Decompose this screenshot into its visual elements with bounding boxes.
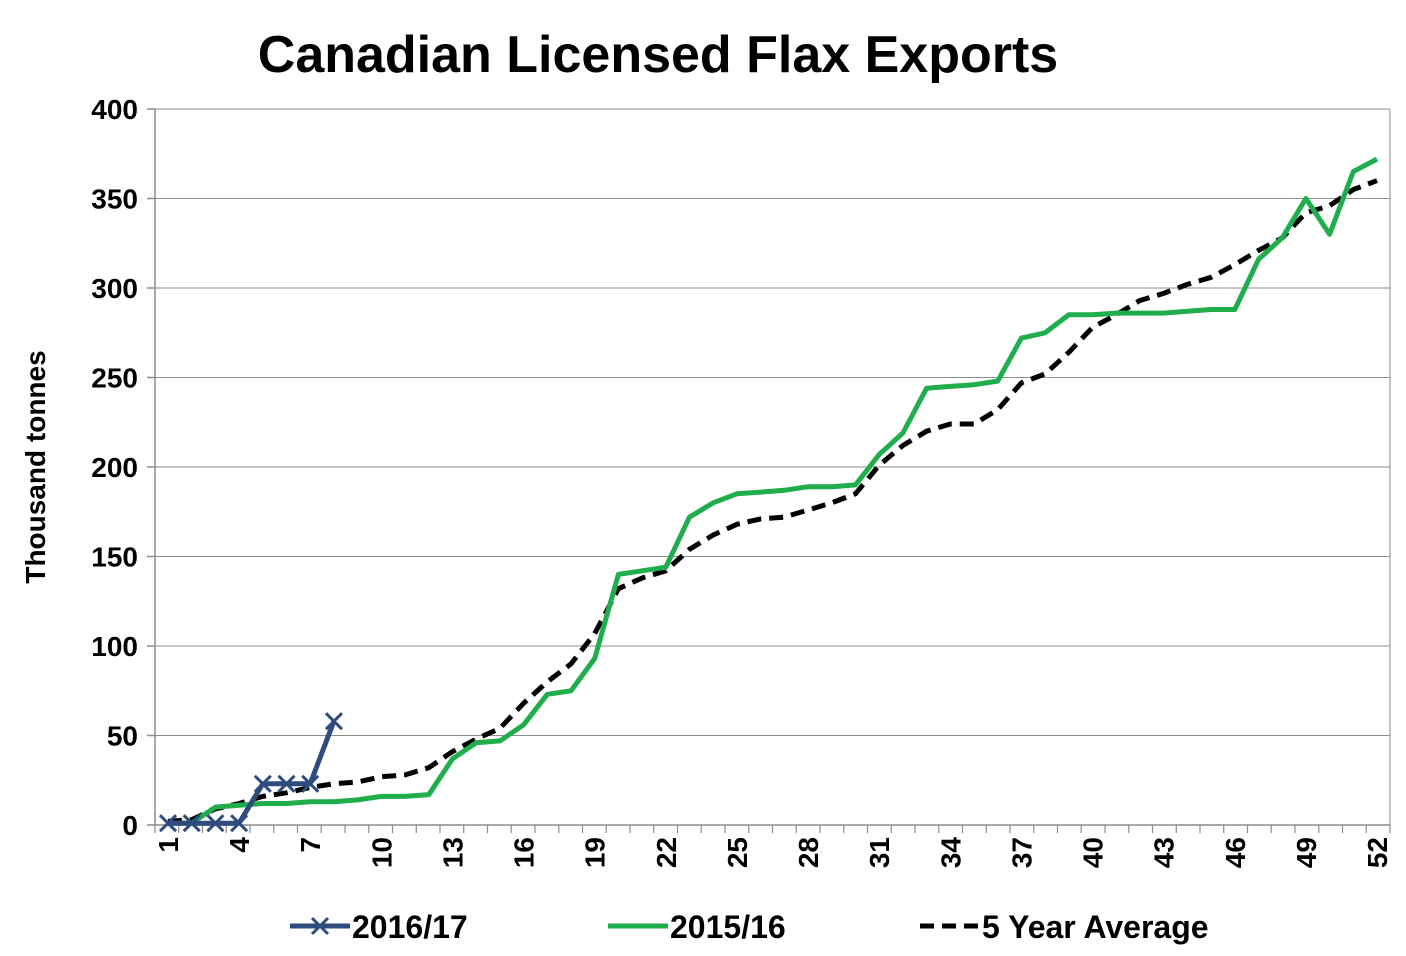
marker-stroke xyxy=(253,774,272,793)
x-tick-label-49: 49 xyxy=(1291,837,1322,868)
x-tick-label-22: 22 xyxy=(651,837,682,868)
data-point-marker xyxy=(253,774,272,793)
y-tick-label-400: 400 xyxy=(91,94,138,125)
y-axis-title: Thousand tonnes xyxy=(20,350,51,583)
x-tick-label-34: 34 xyxy=(935,837,966,869)
marker-stroke xyxy=(206,814,225,833)
y-tick-label-150: 150 xyxy=(91,542,138,573)
x-tick-label-28: 28 xyxy=(793,837,824,868)
x-tick-label-40: 40 xyxy=(1078,837,1109,868)
data-point-marker xyxy=(324,712,344,731)
y-axis-tick-labels: 0 50 100 150 200 250 300 350 400 xyxy=(91,94,138,841)
chart-title: Canadian Licensed Flax Exports xyxy=(258,26,1058,84)
legend-item-2016-17: 2016/17 xyxy=(290,909,468,945)
legend-label: 2016/17 xyxy=(352,909,468,945)
gridlines xyxy=(155,108,1391,825)
y-tick-label-300: 300 xyxy=(91,273,138,304)
data-point-marker xyxy=(182,814,201,833)
series-layer xyxy=(158,156,1379,833)
x-tick-label-37: 37 xyxy=(1006,837,1037,868)
data-point-marker xyxy=(277,774,296,793)
x-axis-tick-labels: 1 4 7 10 13 16 19 22 25 28 31 34 37 40 43 46 49 52 xyxy=(153,837,1393,869)
legend-label: 2015/16 xyxy=(670,909,786,945)
x-tick-label-46: 46 xyxy=(1220,837,1251,868)
x-tick-label-1: 1 xyxy=(153,837,184,853)
x-tick-label-43: 43 xyxy=(1149,837,1180,868)
marker-stroke xyxy=(277,774,296,793)
marker-stroke xyxy=(158,814,178,833)
x-tick-label-10: 10 xyxy=(366,837,397,868)
x-tick-label-16: 16 xyxy=(509,837,540,868)
legend-marker xyxy=(310,916,330,936)
legend: 2016/17 2015/16 5 Year Average xyxy=(290,909,1209,945)
y-tick-label-200: 200 xyxy=(91,452,138,483)
legend-item-2015-16: 2015/16 xyxy=(608,909,786,945)
series-line-5-year-average xyxy=(167,178,1378,824)
x-tick-label-52: 52 xyxy=(1362,837,1393,868)
legend-label: 5 Year Average xyxy=(982,909,1209,945)
x-tick-label-13: 13 xyxy=(437,837,468,868)
data-point-marker xyxy=(301,774,320,793)
legend-item-5-year-average: 5 Year Average xyxy=(920,909,1209,945)
y-tick-label-50: 50 xyxy=(107,721,138,752)
data-point-marker xyxy=(230,814,249,833)
y-tick-label-350: 350 xyxy=(91,184,138,215)
x-tick-label-19: 19 xyxy=(580,837,611,868)
x-tick-label-4: 4 xyxy=(224,837,255,853)
marker-stroke xyxy=(230,814,249,833)
y-tick-label-250: 250 xyxy=(91,363,138,394)
x-tick-label-25: 25 xyxy=(722,837,753,868)
marker-stroke xyxy=(182,814,201,833)
y-tick-label-100: 100 xyxy=(91,631,138,662)
axes xyxy=(147,108,1391,833)
series-line-2015-16 xyxy=(168,156,1379,826)
marker-stroke xyxy=(301,774,320,793)
data-point-marker xyxy=(206,814,225,833)
x-tick-label-31: 31 xyxy=(864,837,895,868)
series-line-2016-17 xyxy=(168,720,337,826)
data-point-marker xyxy=(158,814,178,833)
x-tick-label-7: 7 xyxy=(295,837,326,853)
marker-stroke xyxy=(324,712,344,731)
y-tick-label-0: 0 xyxy=(122,810,138,841)
